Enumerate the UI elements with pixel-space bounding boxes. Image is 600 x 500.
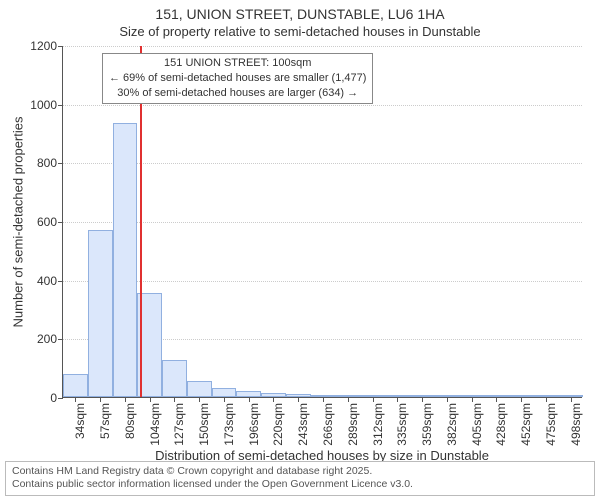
x-tick-label: 80sqm: [123, 403, 137, 439]
histogram-bar: [212, 388, 237, 397]
x-tick-mark: [373, 397, 374, 402]
x-tick-mark: [472, 397, 473, 402]
x-tick-label: 359sqm: [420, 403, 434, 446]
annotation-box: 151 UNION STREET: 100sqm← 69% of semi-de…: [102, 53, 373, 104]
y-tick-mark: [58, 105, 63, 106]
x-tick-label: 34sqm: [73, 403, 87, 439]
y-tick-mark: [58, 281, 63, 282]
x-tick-mark: [521, 397, 522, 402]
y-tick-mark: [58, 222, 63, 223]
x-tick-mark: [199, 397, 200, 402]
x-tick-label: 173sqm: [222, 403, 236, 446]
x-tick-label: 104sqm: [148, 403, 162, 446]
y-tick-mark: [58, 46, 63, 47]
x-tick-label: 220sqm: [271, 403, 285, 446]
x-tick-mark: [150, 397, 151, 402]
chart-title-sub: Size of property relative to semi-detach…: [0, 24, 600, 39]
x-tick-mark: [224, 397, 225, 402]
x-tick-label: 243sqm: [296, 403, 310, 446]
x-tick-label: 498sqm: [569, 403, 583, 446]
chart-title-main: 151, UNION STREET, DUNSTABLE, LU6 1HA: [0, 6, 600, 22]
x-tick-label: 127sqm: [172, 403, 186, 446]
histogram-bar: [187, 381, 212, 397]
x-tick-label: 266sqm: [321, 403, 335, 446]
x-tick-mark: [174, 397, 175, 402]
x-tick-mark: [125, 397, 126, 402]
x-tick-label: 335sqm: [395, 403, 409, 446]
x-tick-label: 475sqm: [544, 403, 558, 446]
x-tick-mark: [323, 397, 324, 402]
x-tick-mark: [348, 397, 349, 402]
annotation-line-2: ← 69% of semi-detached houses are smalle…: [109, 71, 366, 86]
histogram-bar: [88, 230, 113, 397]
y-tick-mark: [58, 339, 63, 340]
footer-line-2: Contains public sector information licen…: [12, 478, 588, 492]
x-tick-label: 57sqm: [98, 403, 112, 439]
annotation-line-3: 30% of semi-detached houses are larger (…: [109, 86, 366, 101]
x-tick-label: 382sqm: [445, 403, 459, 446]
x-tick-mark: [496, 397, 497, 402]
x-tick-mark: [571, 397, 572, 402]
x-tick-mark: [249, 397, 250, 402]
chart-container: 151, UNION STREET, DUNSTABLE, LU6 1HA Si…: [0, 0, 600, 500]
x-tick-mark: [100, 397, 101, 402]
y-tick-mark: [58, 398, 63, 399]
x-tick-label: 312sqm: [371, 403, 385, 446]
x-tick-label: 289sqm: [346, 403, 360, 446]
x-tick-label: 150sqm: [197, 403, 211, 446]
x-tick-label: 405sqm: [470, 403, 484, 446]
x-tick-mark: [546, 397, 547, 402]
x-tick-mark: [273, 397, 274, 402]
x-tick-label: 428sqm: [494, 403, 508, 446]
histogram-bar: [63, 374, 88, 397]
x-tick-mark: [75, 397, 76, 402]
x-tick-label: 452sqm: [519, 403, 533, 446]
histogram-bar: [113, 123, 138, 397]
x-tick-mark: [397, 397, 398, 402]
footer-line-1: Contains HM Land Registry data © Crown c…: [12, 465, 588, 479]
x-tick-label: 196sqm: [247, 403, 261, 446]
x-tick-mark: [422, 397, 423, 402]
footer-attribution: Contains HM Land Registry data © Crown c…: [5, 461, 595, 496]
annotation-line-1: 151 UNION STREET: 100sqm: [109, 56, 366, 71]
y-axis-label: Number of semi-detached properties: [11, 117, 26, 328]
y-tick-mark: [58, 163, 63, 164]
histogram-bar: [162, 360, 187, 397]
x-tick-mark: [447, 397, 448, 402]
plot-area: 02004006008001000120034sqm57sqm80sqm104s…: [62, 46, 582, 398]
x-tick-mark: [298, 397, 299, 402]
